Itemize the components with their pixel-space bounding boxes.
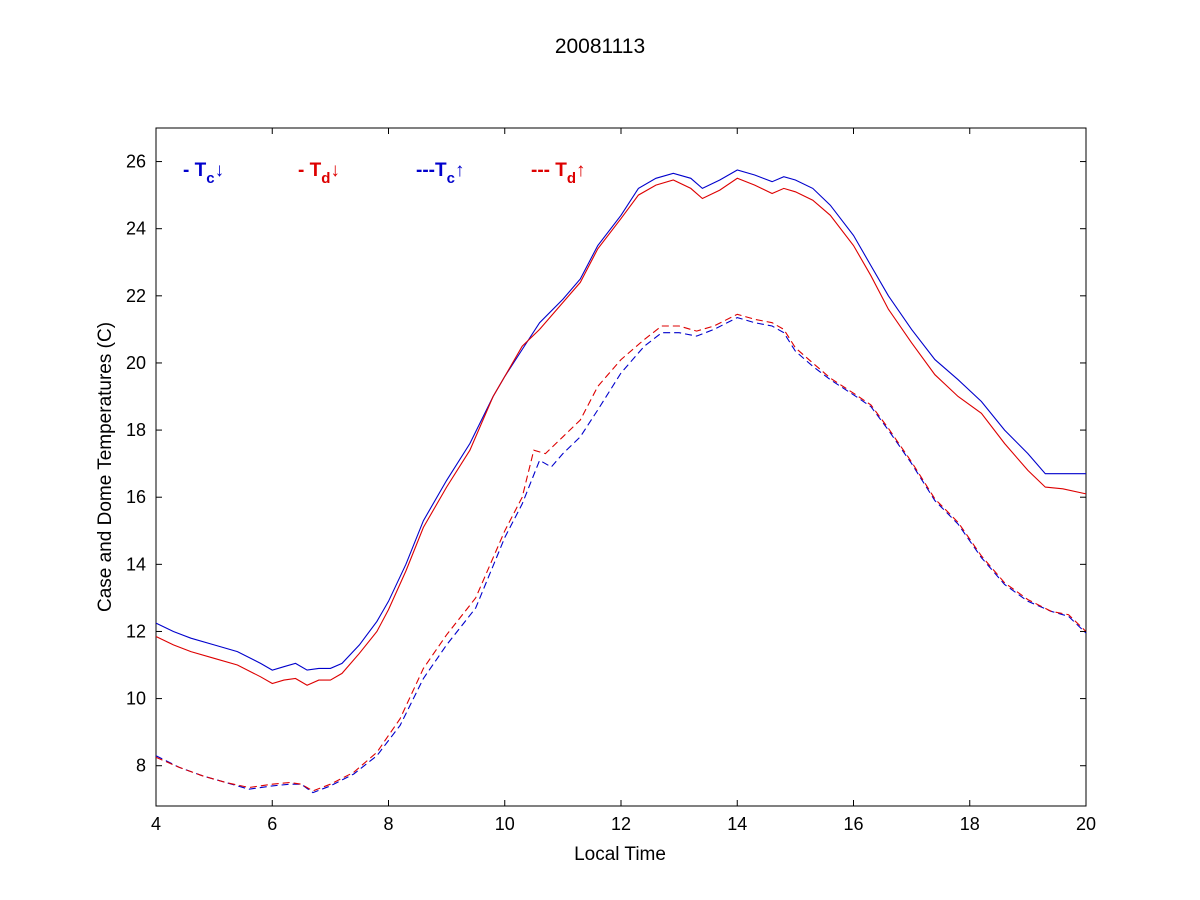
legend-arrow: ↑	[455, 160, 465, 181]
series-line-tc-up	[155, 317, 1087, 794]
axes-box	[155, 127, 1087, 807]
legend-prefix: ---	[416, 160, 435, 181]
legend-symbol: T	[435, 160, 447, 181]
legend-entry-tc-up: ---Tc↑	[416, 160, 464, 187]
ticks-layer: 4 6 8 10 12 14 16 18 20 8 10 12 14 16 18 20 22 24 26	[126, 128, 1096, 834]
legend-entry-td-down: - Td↓	[298, 160, 340, 187]
x-tick-label: 6	[267, 814, 277, 834]
series-line-td-up	[155, 313, 1087, 792]
legend-arrow: ↓	[215, 160, 225, 181]
x-tick-label: 12	[611, 814, 631, 834]
series-line-tc-down	[155, 169, 1086, 671]
legend-subscript: c	[206, 170, 214, 187]
legend-prefix: ---	[531, 160, 555, 181]
x-tick-label: 20	[1076, 814, 1096, 834]
legend-subscript: c	[447, 170, 455, 187]
legend-arrow: ↓	[330, 160, 340, 181]
legend-subscript: d	[567, 170, 576, 187]
legend-arrow: ↑	[576, 160, 586, 181]
y-tick-label: 22	[126, 286, 146, 306]
y-axis-label: Case and Dome Temperatures (C)	[95, 322, 116, 612]
chart-title: 20081113	[555, 35, 645, 58]
x-tick-label: 18	[960, 814, 980, 834]
series-line-td-down	[155, 177, 1087, 686]
y-tick-label: 12	[126, 621, 146, 641]
x-tick-label: 10	[495, 814, 515, 834]
legend-prefix: -	[183, 160, 195, 181]
y-tick-label: 10	[126, 689, 146, 709]
y-tick-label: 24	[126, 219, 146, 239]
legend-symbol: T	[310, 160, 322, 181]
series-layer	[155, 169, 1087, 794]
legend-prefix: -	[298, 160, 310, 181]
legend-symbol: T	[195, 160, 207, 181]
x-tick-label: 4	[151, 814, 161, 834]
y-tick-label: 18	[126, 420, 146, 440]
legend-entry-tc-down: - Tc↓	[183, 160, 224, 187]
legend: - Tc↓ - Td↓ ---Tc↑ --- Td↑	[183, 160, 586, 187]
legend-subscript: d	[321, 170, 330, 187]
x-tick-label: 16	[843, 814, 863, 834]
y-tick-label: 16	[126, 487, 146, 507]
legend-symbol: T	[555, 160, 567, 181]
y-tick-label: 8	[136, 756, 146, 776]
x-tick-label: 14	[727, 814, 747, 834]
y-tick-label: 26	[126, 152, 146, 172]
y-tick-label: 14	[126, 554, 146, 574]
y-tick-label: 20	[126, 353, 146, 373]
x-tick-label: 8	[383, 814, 393, 834]
x-axis-label: Local Time	[574, 844, 666, 865]
legend-entry-td-up: --- Td↑	[531, 160, 586, 187]
